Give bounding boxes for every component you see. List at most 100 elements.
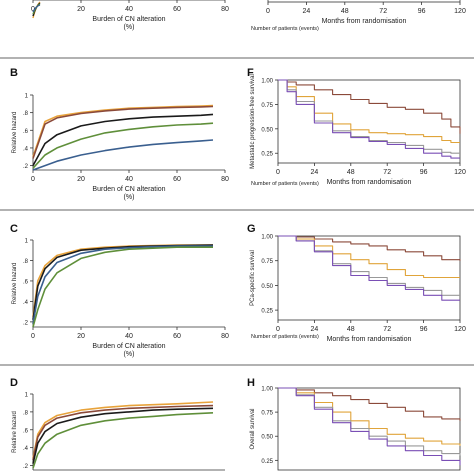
series-line-blue (32, 139, 214, 171)
y-tick-label: 1.00 (261, 235, 273, 241)
panel-letter: B (10, 67, 18, 79)
x-tick-label: 40 (125, 6, 133, 13)
series-line-gold (278, 79, 460, 144)
y-tick-label: 0.50 (261, 127, 273, 133)
x-tick-label: 20 (77, 6, 85, 13)
x-tick-label: 0 (276, 169, 280, 176)
x-tick-label: 48 (347, 169, 355, 176)
x-tick-label: 24 (311, 169, 319, 176)
y-tick-label: 1 (25, 393, 29, 399)
risk-table-title: Number of patients (events) (251, 334, 319, 340)
y-tick-label: .4 (23, 146, 29, 152)
x-tick-label: 24 (311, 326, 319, 333)
x-tick-label: 96 (420, 169, 428, 176)
x-tick-label: 80 (221, 176, 229, 183)
plot-frame (267, 0, 461, 3)
y-tick-label: 1.00 (261, 387, 273, 393)
series-line-black (32, 244, 214, 320)
y-axis-label: Overall survival (250, 408, 256, 449)
x-tick-label: 0 (31, 176, 35, 183)
series-line-brown (32, 105, 214, 159)
y-axis-label: Relative hazard (12, 112, 18, 154)
y-axis-label: Relative hazard (12, 411, 18, 453)
x-tick-label: 72 (383, 326, 391, 333)
panel-letter: C (10, 223, 18, 235)
x-tick-label: 96 (418, 8, 426, 15)
y-tick-label: .6 (23, 279, 29, 285)
x-axis-label: Burden of CN alteration (92, 186, 165, 193)
x-axis-label: Burden of CN alteration (92, 16, 165, 23)
y-tick-label: 0.25 (261, 309, 273, 315)
series-line-green (32, 122, 214, 169)
x-axis-unit: (%) (124, 194, 135, 201)
x-tick-label: 48 (347, 326, 355, 333)
y-tick-label: .2 (23, 320, 29, 326)
x-tick-label: 72 (379, 8, 387, 15)
series-line-brown (278, 235, 461, 261)
x-tick-label: 96 (420, 326, 428, 333)
risk-table-title: Number of patients (events) (251, 181, 319, 187)
panel-letter: F (247, 67, 254, 79)
y-tick-label: 0.25 (261, 459, 273, 465)
series-line-brown (32, 404, 214, 461)
y-axis-label: Metastatic progression-free survival (250, 74, 256, 169)
y-tick-label: .4 (23, 300, 29, 306)
series-line-green (32, 246, 213, 328)
y-axis-label: PCa-specific survival (250, 250, 256, 306)
series-line-purple (278, 235, 460, 301)
series-line-black (32, 407, 214, 464)
y-tick-label: 0.50 (261, 435, 273, 441)
x-tick-label: 40 (125, 176, 133, 183)
series-line-blue (32, 4, 41, 13)
x-axis-unit: (%) (124, 351, 135, 358)
x-tick-label: 48 (341, 8, 349, 15)
y-tick-label: 0.75 (261, 103, 273, 109)
series-line-purple (278, 79, 460, 159)
x-tick-label: 60 (173, 333, 181, 340)
series-line-orange (32, 401, 214, 459)
x-tick-label: 60 (173, 176, 181, 183)
risk-table-title: Number of patients (events) (251, 26, 319, 32)
y-tick-label: .2 (23, 464, 29, 470)
y-tick-label: 0.50 (261, 284, 273, 290)
series-line-green (32, 412, 214, 469)
y-tick-label: .2 (23, 164, 29, 170)
panel-letter: H (247, 377, 255, 389)
series-line-brown (278, 387, 461, 421)
x-tick-label: 120 (454, 8, 466, 15)
x-tick-label: 20 (77, 176, 85, 183)
x-tick-label: 120 (454, 326, 466, 333)
y-tick-label: 1 (25, 94, 29, 100)
x-tick-label: 40 (125, 333, 133, 340)
x-axis-unit: (%) (124, 24, 135, 31)
x-tick-label: 0 (276, 326, 280, 333)
series-line-gold (278, 235, 460, 279)
series-line-blue (32, 245, 213, 325)
x-tick-label: 20 (77, 333, 85, 340)
series-line-black (32, 113, 214, 166)
y-tick-label: 0.25 (261, 152, 273, 158)
y-tick-label: 0.75 (261, 411, 273, 417)
x-tick-label: 80 (221, 333, 229, 340)
x-axis-label: Months from randomisation (322, 18, 407, 25)
series-line-orange (32, 104, 214, 158)
y-tick-label: 1.00 (261, 79, 273, 85)
x-tick-label: 0 (266, 8, 270, 15)
x-tick-label: 0 (31, 333, 35, 340)
y-tick-label: .6 (23, 428, 29, 434)
plot-frame (277, 79, 461, 164)
y-tick-label: .8 (23, 111, 29, 117)
x-tick-label: 60 (173, 6, 181, 13)
x-tick-label: 24 (303, 8, 311, 15)
series-line-grey (278, 79, 460, 154)
series-line-brown (278, 79, 461, 134)
plot-frame (277, 387, 461, 471)
y-tick-label: .8 (23, 410, 29, 416)
y-tick-label: .4 (23, 446, 29, 452)
x-tick-label: 120 (454, 169, 466, 176)
x-axis-label: Burden of CN alteration (92, 343, 165, 350)
x-axis-label: Months from randomisation (327, 179, 412, 186)
y-tick-label: 0.75 (261, 259, 273, 265)
x-tick-label: 0 (31, 6, 35, 13)
